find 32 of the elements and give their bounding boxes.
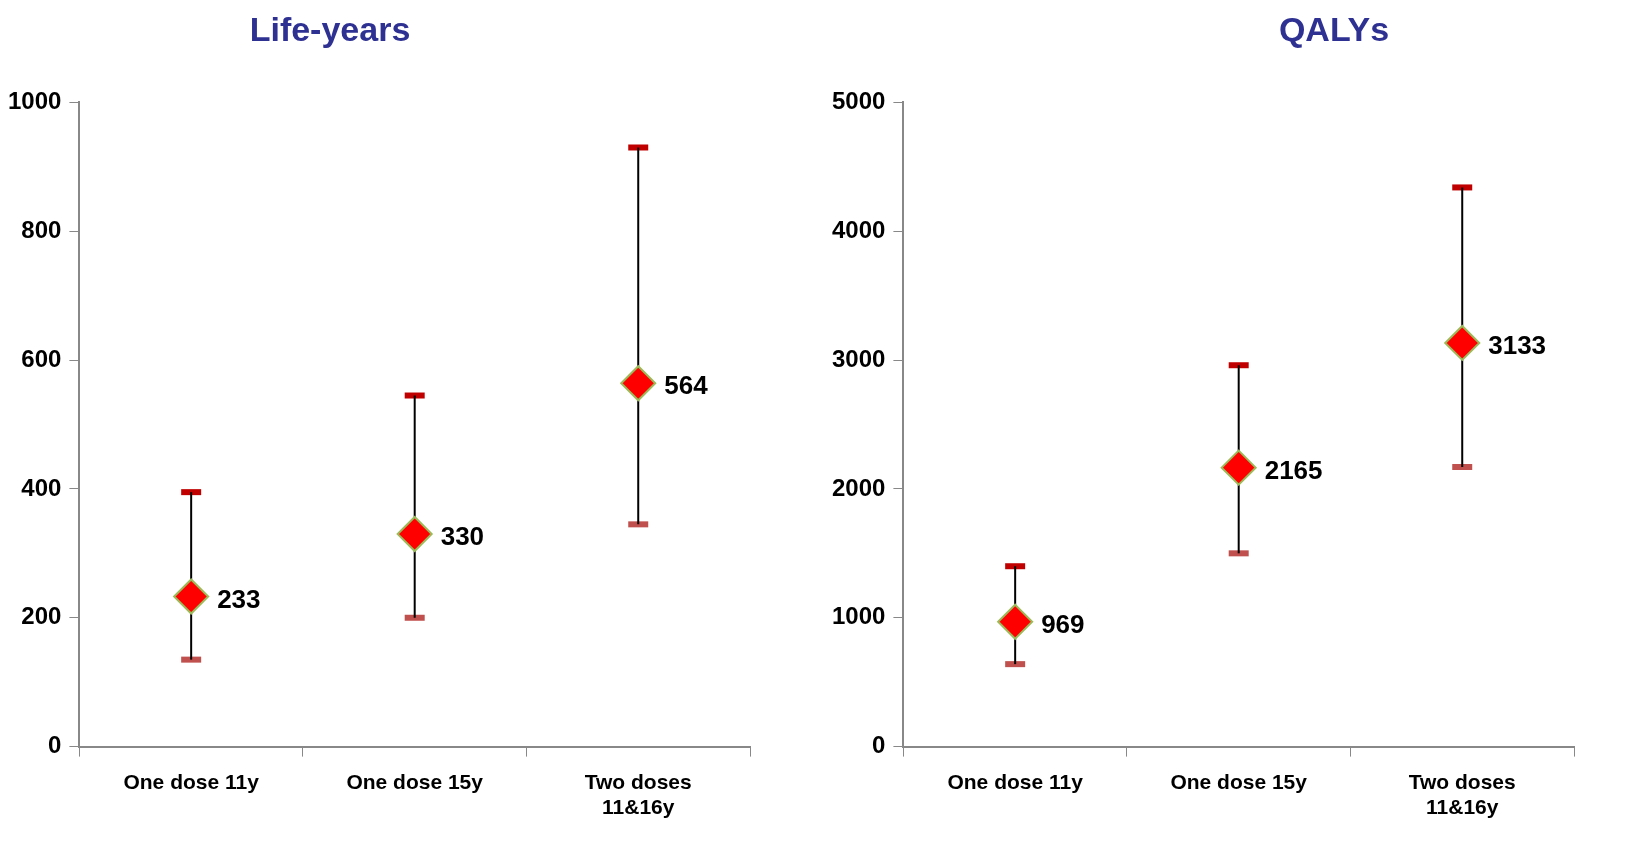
x-tick-label: Two doses 11&16y (1408, 770, 1516, 819)
point (997, 603, 1034, 640)
y-tick-label: 0 (872, 731, 886, 759)
x-tick-label: Two doses 11&16y (584, 770, 692, 819)
y-tick-label: 2000 (832, 473, 886, 501)
data-label: 564 (664, 370, 709, 401)
y-tick-label: 800 (21, 215, 62, 243)
chart-title: QALYs (1277, 10, 1391, 49)
point (1220, 449, 1257, 486)
point (1444, 324, 1481, 361)
y-tick-label: 400 (21, 473, 62, 501)
point (620, 365, 657, 402)
point (396, 516, 433, 553)
data-label: 233 (217, 583, 261, 614)
x-tick-label: One dose 11y (947, 770, 1084, 793)
point (173, 578, 210, 615)
x-tick-label: One dose 11y (123, 770, 260, 793)
data-label: 330 (440, 521, 485, 552)
y-tick-label: 4000 (832, 215, 886, 243)
y-tick-label: 1000 (8, 87, 62, 115)
y-tick-label: 1000 (832, 602, 886, 630)
x-tick-label: One dose 15y (346, 770, 484, 793)
data-label: 2165 (1264, 454, 1323, 485)
x-tick-label: One dose 15y (1170, 770, 1308, 793)
y-tick-label: 200 (21, 602, 62, 630)
chart-title: Life-years (248, 10, 412, 49)
data-label: 3133 (1488, 330, 1547, 361)
y-tick-label: 5000 (832, 87, 886, 115)
data-label: 969 (1041, 608, 1085, 639)
y-tick-label: 600 (21, 344, 62, 372)
y-tick-label: 3000 (832, 344, 886, 372)
y-tick-label: 0 (48, 731, 62, 759)
